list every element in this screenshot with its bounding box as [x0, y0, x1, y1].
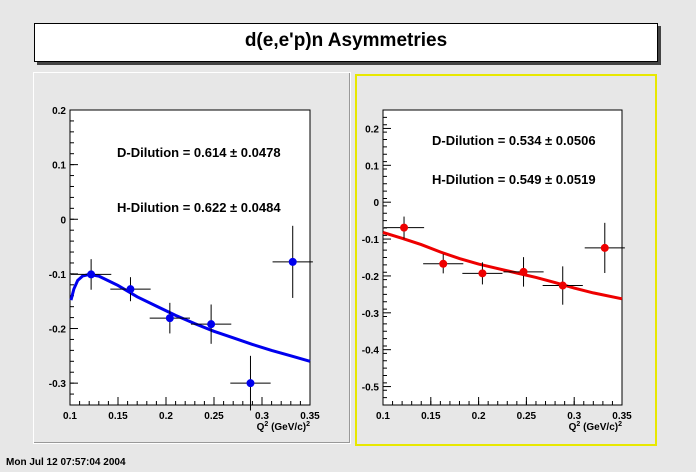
x-label-sup: 2: [264, 421, 268, 428]
x-label-unit: (GeV/c): [268, 422, 306, 433]
x-label-unit-sup: 2: [306, 421, 310, 428]
data-marker: [165, 314, 174, 323]
data-point: [462, 262, 503, 285]
data-marker: [400, 223, 409, 232]
data-point: [110, 277, 151, 302]
x-tick-label: 0.1: [376, 411, 390, 422]
y-tick-label: -0.3: [49, 379, 67, 390]
page-title: d(e,e'p)n Asymmetries: [244, 30, 448, 51]
data-marker: [478, 269, 487, 278]
x-tick-label: 0.35: [612, 411, 632, 422]
x-label-q: Q: [257, 422, 265, 433]
dilution-annotation: D-Dilution = 0.534 ± 0.0506: [432, 133, 596, 148]
x-tick-label: 0.35: [300, 411, 320, 422]
data-marker: [207, 320, 216, 329]
data-point: [272, 225, 313, 298]
data-marker: [87, 270, 96, 279]
y-tick-label: 0: [60, 215, 66, 226]
fit-curve: [69, 272, 311, 363]
dilution-annotation: H-Dilution = 0.549 ± 0.0519: [432, 172, 596, 187]
data-marker: [439, 259, 448, 268]
fit-curve: [382, 230, 623, 301]
data-point: [149, 302, 190, 334]
y-tick-label: -0.2: [49, 325, 67, 336]
x-tick-label: 0.15: [108, 411, 128, 422]
x-tick-label: 0.25: [204, 411, 224, 422]
y-tick-label: -0.3: [362, 309, 380, 320]
x-tick-label: 0.1: [63, 411, 77, 422]
chart-1: 0.1 0.15 0.2 0.25 0.3 0.35 0.2 0.1 0 -0.1 -0.2 -0.3…: [49, 106, 320, 433]
data-marker: [288, 257, 297, 266]
y-tick-label: -0.2: [362, 272, 380, 283]
data-marker: [246, 379, 255, 388]
data-point: [230, 355, 271, 411]
y-tick-label: -0.1: [49, 270, 67, 281]
x-axis-label: Q2 (GeV/c)2: [257, 421, 310, 433]
x-tick-label: 0.3: [567, 411, 581, 422]
y-tick-label: -0.1: [362, 235, 380, 246]
y-tick-label: 0.2: [52, 106, 66, 117]
data-point: [584, 222, 625, 273]
plot-frame: [382, 109, 623, 406]
data-point: [383, 216, 425, 239]
y-tick-label: 0.1: [365, 161, 379, 172]
dilution-annotation: D-Dilution = 0.614 ± 0.0478: [117, 145, 281, 160]
x-tick-label: 0.15: [421, 411, 441, 422]
data-point: [190, 304, 232, 344]
data-point: [503, 257, 544, 287]
data-point: [70, 259, 112, 290]
plot-frame: [69, 109, 311, 406]
data-marker: [519, 267, 528, 276]
x-label-q: Q: [569, 422, 577, 433]
y-tick-label: 0.2: [365, 124, 379, 135]
x-label-sup: 2: [576, 421, 580, 428]
data-marker: [600, 243, 609, 252]
y-tick-label: -0.5: [362, 383, 380, 394]
data-point: [542, 266, 583, 305]
data-point: [423, 254, 464, 274]
title-box: d(e,e'p)n Asymmetries: [34, 23, 658, 62]
data-marker: [558, 281, 567, 290]
x-tick-label: 0.25: [517, 411, 537, 422]
x-tick-label: 0.2: [472, 411, 486, 422]
y-tick-label: 0: [373, 198, 379, 209]
x-axis-label: Q2 (GeV/c)2: [569, 421, 622, 433]
timestamp: Mon Jul 12 07:57:04 2004: [6, 457, 126, 468]
dilution-annotation: H-Dilution = 0.622 ± 0.0484: [117, 200, 281, 215]
chart-2: 0.1 0.15 0.2 0.25 0.3 0.35 0.2 0.1 0 -0.1 -0.2 -0.3…: [362, 109, 632, 433]
data-marker: [126, 285, 135, 294]
x-label-unit-sup: 2: [618, 421, 622, 428]
x-label-unit: (GeV/c): [580, 422, 618, 433]
x-tick-label: 0.2: [159, 411, 173, 422]
y-tick-label: 0.1: [52, 161, 66, 172]
x-tick-label: 0.3: [255, 411, 269, 422]
y-tick-label: -0.4: [362, 346, 380, 357]
